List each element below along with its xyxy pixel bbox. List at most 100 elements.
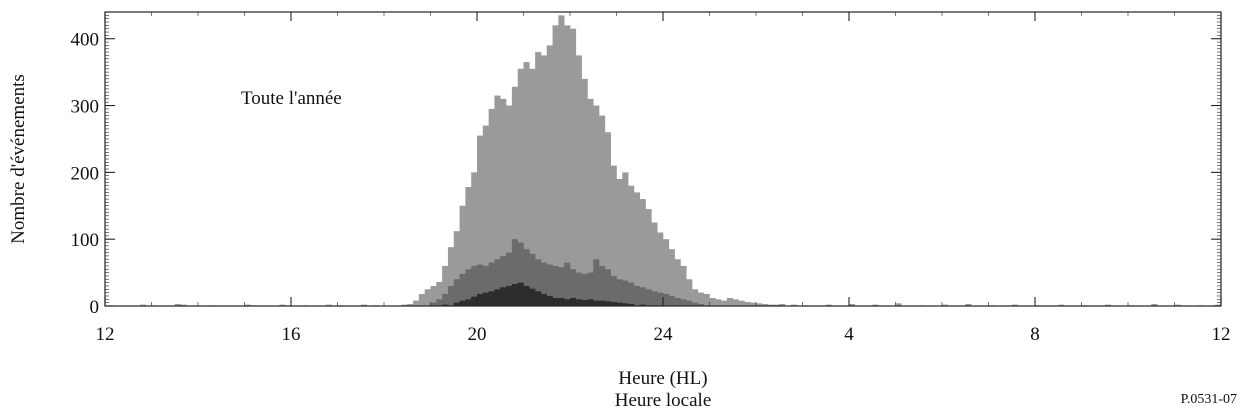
bar-s0-51 [622,172,629,306]
bar-s1-25 [575,272,582,306]
bar-s2-7 [488,291,495,306]
bar-s2-31 [628,304,635,306]
bar-s0-67 [715,299,722,306]
bar-s0-37 [540,55,548,307]
bar-s2-17 [546,295,553,306]
x-tick-label-1: 16 [282,324,301,345]
bar-s0-31 [506,105,513,306]
bar-s0-2 [174,304,181,306]
bar-s0-20 [442,265,449,306]
bar-s0-28 [488,108,495,306]
bar-s0-40 [558,15,565,307]
bar-s1-42 [674,297,681,306]
bar-s0-11 [360,304,367,306]
bar-s1-31 [610,275,617,306]
y-tick-label-2: 200 [71,163,100,184]
bar-s2-22 [575,299,582,306]
y-tick-label-0: 0 [90,297,100,318]
bar-s1-46 [697,304,704,306]
bars-layer [139,15,1222,307]
bar-s1-41 [668,295,675,306]
bar-s0-55 [645,209,652,306]
bar-s2-16 [540,293,548,306]
bar-s0-23 [459,205,466,306]
bar-s0-95 [1151,304,1158,306]
bar-s0-71 [738,300,745,306]
bar-s2-5 [477,293,484,306]
bar-s0-43 [575,55,582,307]
bar-s0-64 [697,292,704,306]
bar-s1-11 [494,259,501,306]
bar-s0-46 [593,105,600,306]
bar-s0-34 [523,62,530,306]
bar-s1-28 [593,259,600,306]
bar-s1-32 [616,279,623,306]
bar-s0-50 [616,179,623,306]
bar-s1-36 [639,287,646,306]
bar-s0-58 [663,239,670,306]
bar-s1-17 [529,253,536,306]
bar-s0-63 [692,289,699,306]
annotation-label: Toute l'année [241,88,342,109]
bar-s0-89 [1011,304,1018,306]
bar-s0-65 [703,293,710,306]
x-tick-label-6: 12 [1212,324,1231,345]
bar-s2-2 [459,300,466,306]
bar-s0-77 [773,304,780,306]
bar-s0-21 [447,247,455,306]
bar-s2-11 [511,283,518,306]
bar-s2-25 [593,300,600,306]
bar-s0-53 [633,192,641,306]
bar-s1-10 [488,262,495,306]
bar-s0-18 [430,285,437,306]
bar-s1-3 [447,285,455,306]
bar-s1-24 [570,269,577,306]
bar-s2-15 [535,291,542,306]
bar-s0-27 [482,125,489,306]
bar-s0-98 [1215,304,1222,306]
bar-s2-14 [529,288,536,306]
bar-s1-9 [482,265,489,306]
bar-s0-81 [825,304,832,306]
bar-s2-8 [494,289,501,306]
bar-s0-83 [872,304,879,306]
bar-s1-38 [651,291,658,306]
bar-s1-5 [459,273,466,306]
bar-s2-29 [616,302,623,306]
bar-s0-69 [726,297,734,306]
bar-s2-30 [622,303,629,306]
bar-s1-27 [587,272,594,306]
bar-s2-23 [581,299,588,306]
x-tick-label-5: 8 [1030,324,1040,345]
bar-s2-20 [564,299,571,306]
bar-s1-29 [599,265,606,306]
x-axis-sublabel: Heure locale [615,390,712,411]
bar-s2-19 [558,297,565,306]
bar-s1-30 [604,269,611,306]
bar-s1-45 [692,302,699,306]
y-axis-label: Nombre d'événements [8,74,29,244]
bar-s0-17 [424,289,431,306]
bar-s0-49 [610,165,617,306]
y-tick-label-4: 400 [71,30,100,51]
bar-s1-44 [686,300,693,306]
bar-s0-45 [587,98,594,306]
bar-s0-3 [180,304,187,306]
bar-s0-14 [407,304,414,306]
bar-s2-12 [517,282,524,306]
bar-s1-43 [680,299,687,306]
bar-s1-33 [622,280,629,306]
bar-s2-18 [552,297,559,306]
bar-s0-44 [581,78,588,306]
x-tick-label-3: 24 [654,324,674,345]
bar-s0-79 [790,304,797,306]
bar-s2-10 [506,285,513,306]
bar-s1-26 [581,273,588,306]
bar-s1-22 [558,267,565,306]
bar-s0-73 [750,302,757,306]
bar-s0-25 [471,172,478,306]
bar-s0-78 [779,304,786,306]
bar-s0-0 [139,304,146,306]
bar-s0-70 [732,299,739,306]
